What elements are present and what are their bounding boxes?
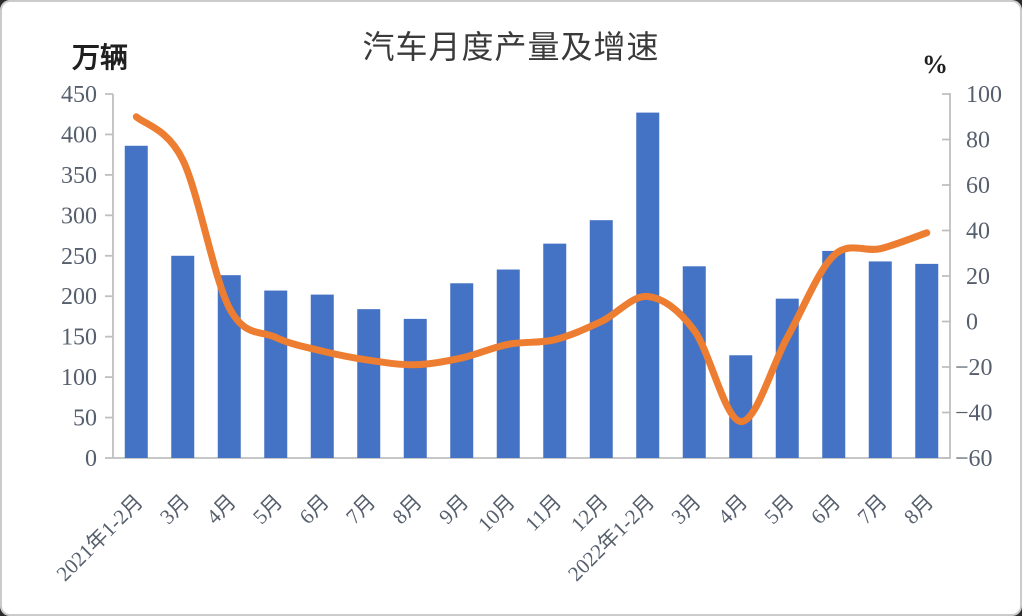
bar-8月 [915, 263, 939, 458]
right-axis-tick-label: 80 [966, 128, 990, 154]
x-axis-label-11月: 11月 [520, 490, 566, 536]
x-axis-label-2021年1-2月: 2021年1-2月 [52, 490, 148, 586]
left-axis-tick-label: 200 [61, 284, 97, 310]
bar-6月 [310, 294, 334, 458]
x-axis-label-3月: 3月 [667, 490, 706, 529]
bar-7月 [357, 309, 381, 458]
bar-2021年1-2月 [124, 145, 148, 458]
bar-12月 [589, 220, 613, 458]
x-axis-label-2022年1-2月: 2022年1-2月 [563, 490, 659, 586]
x-axis-label-4月: 4月 [202, 490, 241, 529]
x-axis-label-6月: 6月 [806, 490, 845, 529]
left-axis-tick-label: 100 [61, 365, 97, 391]
x-axis-label-7月: 7月 [853, 490, 892, 529]
left-axis-tick-label: 350 [61, 163, 97, 189]
x-axis-label-8月: 8月 [899, 490, 938, 529]
bar-9月 [450, 283, 474, 458]
bar-2022年1-2月 [636, 112, 660, 459]
x-axis-label-6月: 6月 [295, 490, 334, 529]
x-axis-label-5月: 5月 [760, 490, 799, 529]
left-axis-tick-label: 0 [85, 446, 97, 472]
bar-6月 [822, 250, 846, 458]
bar-10月 [496, 269, 520, 458]
right-axis-tick-label: 100 [966, 82, 1002, 108]
bar-11月 [543, 243, 567, 458]
right-axis-tick-label: −60 [955, 446, 993, 472]
bar-8月 [403, 318, 427, 458]
x-axis-label-8月: 8月 [388, 490, 427, 529]
right-axis-tick-label: −40 [955, 401, 993, 427]
bar-3月 [171, 255, 195, 458]
left-axis-tick-label: 150 [61, 325, 97, 351]
left-axis-tick-label: 400 [61, 122, 97, 148]
bar-3月 [682, 266, 706, 458]
x-axis-label-4月: 4月 [713, 490, 752, 529]
chart-title: 汽车月度产量及增速 [362, 29, 660, 65]
x-axis-label-10月: 10月 [473, 490, 520, 537]
x-axis-label-3月: 3月 [155, 490, 194, 529]
right-axis-tick-label: −20 [955, 355, 993, 381]
left-axis-unit-label: 万辆 [72, 43, 129, 74]
right-axis-unit-label: % [922, 50, 948, 79]
right-axis-tick-label: 60 [966, 173, 990, 199]
growth-line [132, 113, 931, 426]
left-axis-tick-label: 50 [73, 406, 97, 432]
bar-4月 [729, 355, 753, 458]
x-axis-label-9月: 9月 [434, 490, 473, 529]
left-axis-tick-label: 250 [61, 244, 97, 270]
bar-5月 [775, 298, 799, 458]
right-axis-tick-label: 0 [966, 310, 978, 336]
right-axis-tick-label: 40 [966, 219, 990, 245]
left-axis-tick-label: 300 [61, 203, 97, 229]
left-axis-tick-label: 450 [61, 82, 97, 108]
bar-5月 [264, 290, 288, 458]
bar-7月 [868, 261, 892, 458]
x-axis-label-5月: 5月 [248, 490, 287, 529]
x-axis-label-7月: 7月 [341, 490, 380, 529]
right-axis-tick-label: 20 [966, 264, 990, 290]
